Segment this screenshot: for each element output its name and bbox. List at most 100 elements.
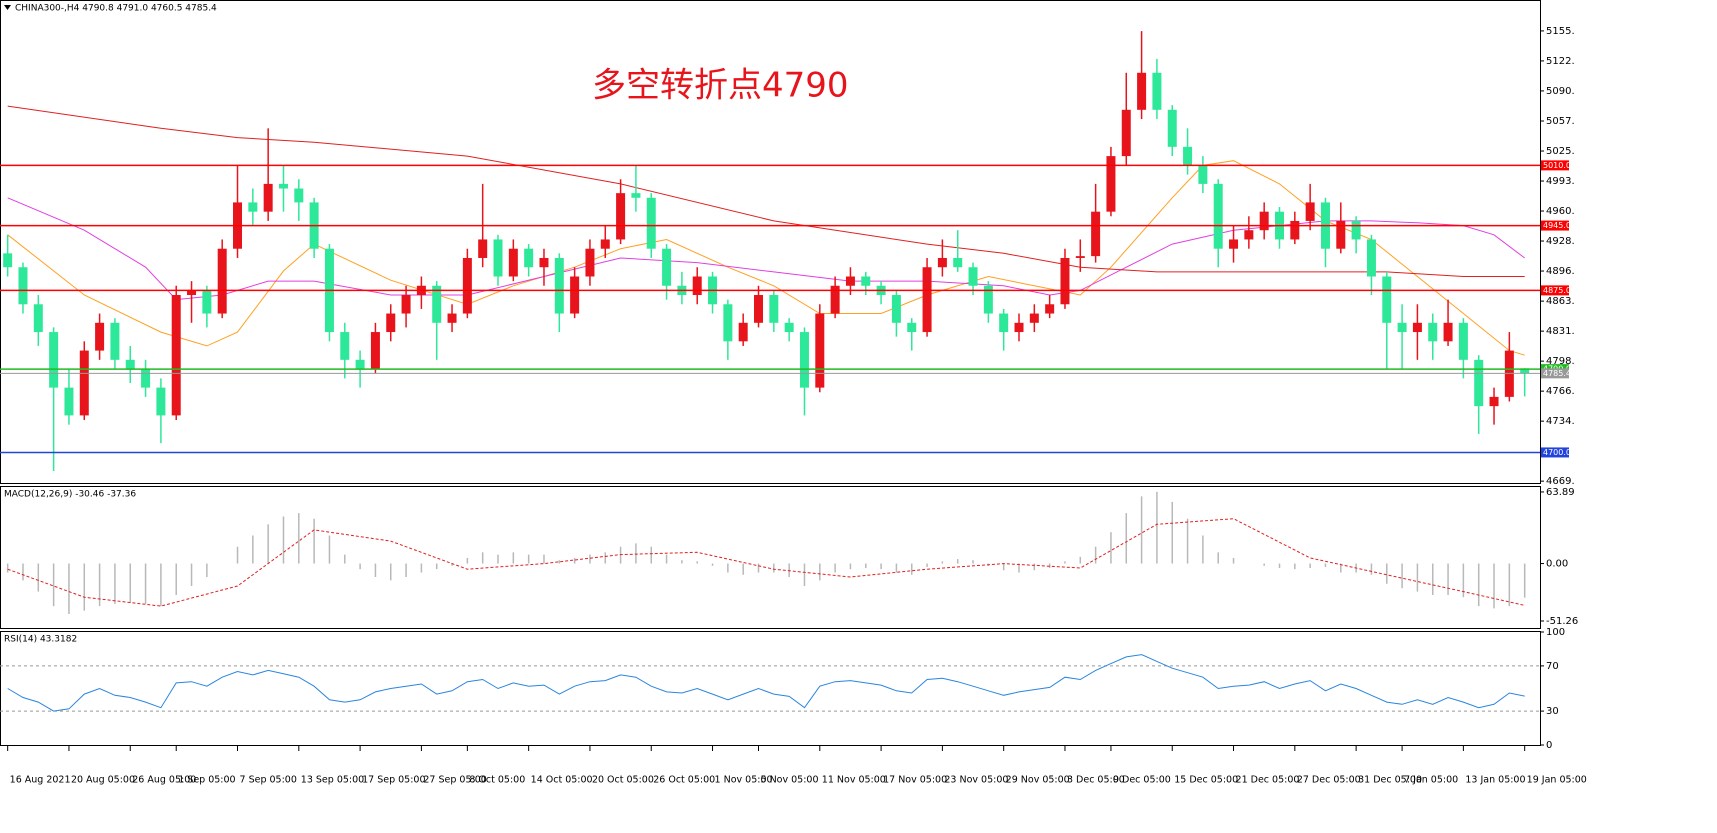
main-pane-frame — [0, 0, 1541, 484]
y-tick-label: 5057. — [1546, 116, 1575, 127]
chart-header: CHINA300-,H4 4790.8 4791.0 4760.5 4785.4 — [15, 4, 217, 14]
candle-body — [125, 359, 135, 370]
candle-body — [493, 239, 503, 277]
candle-body — [585, 248, 595, 277]
level-tag — [1541, 285, 1569, 296]
x-tick-label: 20 Oct 05:00 — [592, 775, 654, 786]
pane-title: MACD(12,26,9) -30.46 -37.36 — [4, 490, 136, 500]
y-tick-label: 5155. — [1546, 26, 1575, 37]
y-tick-label: 70 — [1546, 661, 1559, 672]
y-tick-label: 30 — [1546, 706, 1559, 717]
x-tick-label: 7 Jan 05:00 — [1404, 775, 1458, 786]
candle-body — [891, 295, 901, 323]
x-tick-label: 3 Dec 05:00 — [1067, 775, 1125, 786]
y-tick-label: 5090. — [1546, 86, 1575, 97]
candle-body — [968, 267, 978, 286]
x-tick-label: 7 Sep 05:00 — [240, 775, 297, 786]
candle-body — [18, 267, 28, 305]
moving-average — [7, 105, 1525, 277]
y-tick-label: 4734. — [1546, 416, 1575, 427]
candle-body — [845, 276, 855, 286]
candle-body — [1121, 109, 1131, 157]
candle-body — [983, 285, 993, 314]
level-label: 4945.0 — [1543, 221, 1571, 230]
y-tick-label: 4993. — [1546, 176, 1575, 187]
level-label: 5010.0 — [1543, 161, 1571, 170]
candle-body — [95, 322, 105, 351]
y-tick-label: 5122. — [1546, 56, 1575, 67]
x-tick-label: 1 Nov 05:00 — [715, 775, 773, 786]
annotation: 多空转折点4790 — [592, 66, 849, 106]
candle-body — [1213, 183, 1223, 249]
candle-body — [1428, 322, 1438, 342]
x-tick-label: 20 Aug 05:00 — [71, 775, 135, 786]
candle-body — [1474, 359, 1484, 407]
candle-body — [1305, 202, 1315, 221]
candle-body — [1060, 257, 1070, 305]
candle-body — [49, 332, 59, 388]
candle-body — [278, 183, 288, 189]
level-tag — [1541, 160, 1569, 171]
candle-body — [646, 197, 656, 249]
x-tick-label: 17 Nov 05:00 — [883, 775, 947, 786]
x-tick-label: 14 Oct 05:00 — [531, 775, 593, 786]
candle-body — [631, 193, 641, 198]
candle-body — [1106, 156, 1116, 212]
last-price-tag — [1541, 368, 1569, 379]
candle-body — [1489, 396, 1499, 407]
candle-body — [340, 332, 350, 360]
level-tag — [1541, 220, 1569, 231]
candle-body — [1290, 220, 1300, 240]
candle-body — [79, 350, 89, 416]
pane-title: RSI(14) 43.3182 — [4, 635, 77, 645]
moving-average — [7, 197, 1526, 301]
candle-body — [600, 239, 610, 249]
candle-body — [1259, 211, 1269, 231]
macd-pane-frame — [0, 486, 1541, 629]
candle-body — [156, 387, 166, 416]
candle-body — [1397, 322, 1407, 333]
candle-body — [1382, 276, 1392, 323]
y-tick-label: 100 — [1546, 627, 1565, 638]
candle-body — [662, 248, 672, 286]
candle-body — [539, 257, 549, 268]
y-tick-label: 63.89 — [1546, 487, 1575, 498]
candle-body — [1167, 109, 1177, 147]
y-tick-label: 0 — [1546, 740, 1552, 751]
candle-body — [570, 276, 580, 314]
level-label: 4875.0 — [1543, 286, 1571, 295]
x-tick-label: 27 Dec 05:00 — [1297, 775, 1361, 786]
x-tick-label: 21 Dec 05:00 — [1236, 775, 1300, 786]
candle-body — [953, 257, 963, 268]
candle-body — [1075, 256, 1085, 258]
x-tick-label: 13 Sep 05:00 — [301, 775, 364, 786]
candle-body — [187, 290, 197, 296]
candle-body — [1244, 230, 1254, 240]
candle-body — [738, 322, 748, 342]
y-tick-label: 4960. — [1546, 206, 1575, 217]
y-tick-label: 4766. — [1546, 386, 1575, 397]
candle-body — [1458, 322, 1468, 360]
x-tick-label: 1 Sep 05:00 — [178, 775, 235, 786]
candle-body — [447, 313, 457, 323]
level-label: 4700.0 — [1543, 448, 1571, 457]
rsi-pane-frame — [0, 631, 1541, 746]
y-tick-label: 4669. — [1546, 476, 1575, 487]
candle-body — [202, 290, 212, 314]
candle-body — [432, 285, 442, 323]
candle-body — [692, 276, 702, 296]
candle-body — [110, 322, 120, 360]
y-tick-label: 0.00 — [1546, 559, 1568, 570]
candle-body — [784, 322, 794, 333]
candle-body — [1014, 322, 1024, 333]
candle-body — [1366, 239, 1376, 277]
y-tick-label: 4798. — [1546, 356, 1575, 367]
candle-body — [478, 239, 488, 258]
candle-body — [64, 387, 74, 416]
menu-arrow[interactable] — [4, 5, 11, 10]
y-tick-label: 4928. — [1546, 236, 1575, 247]
candle-body — [263, 183, 273, 212]
candle-body — [1183, 146, 1193, 166]
